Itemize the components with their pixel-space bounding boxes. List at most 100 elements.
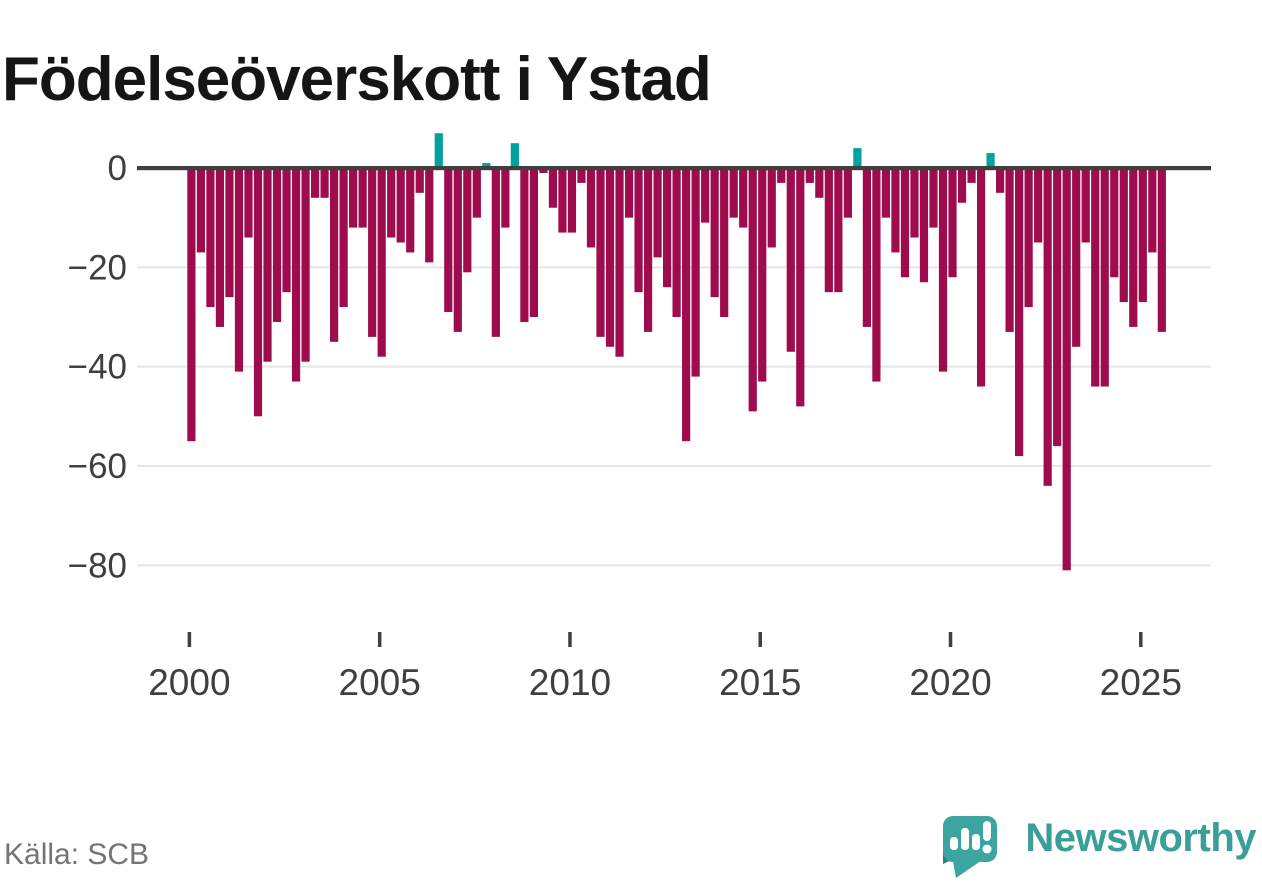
bar <box>653 168 662 258</box>
bar <box>253 168 263 417</box>
bar <box>967 168 976 183</box>
bar <box>834 168 843 293</box>
bar <box>1119 168 1128 303</box>
y-axis-tick-label: 0 <box>108 149 127 188</box>
bar <box>215 168 225 327</box>
bar <box>739 168 748 228</box>
bar <box>1138 168 1147 303</box>
logo-bar-2 <box>961 828 969 850</box>
gridline <box>137 464 1211 467</box>
bar <box>282 168 291 293</box>
bar <box>729 168 738 218</box>
bar <box>548 168 558 208</box>
bar <box>187 168 196 442</box>
y-axis-tick-label: −60 <box>68 447 127 486</box>
newsworthy-brand: Newsworthy <box>938 800 1258 879</box>
bar <box>263 168 272 362</box>
x-axis-tick-label: 2000 <box>148 662 230 703</box>
bar <box>843 168 852 218</box>
bar <box>244 168 253 238</box>
newsworthy-logo-icon <box>943 816 997 878</box>
bar <box>853 148 862 168</box>
bar <box>1053 168 1062 447</box>
bar <box>1110 168 1119 278</box>
bar <box>358 168 367 228</box>
bar <box>976 168 986 387</box>
bar <box>796 168 805 407</box>
bar <box>1081 168 1090 243</box>
bar <box>948 168 957 278</box>
bar <box>291 168 301 382</box>
logo-bar-3 <box>972 834 980 850</box>
y-axis-tick-label: −40 <box>68 348 127 387</box>
bar <box>434 133 443 168</box>
bar <box>862 168 871 327</box>
bar <box>320 168 329 198</box>
bar <box>701 168 710 223</box>
bar <box>1100 168 1109 387</box>
bar <box>1043 168 1052 486</box>
bar <box>529 168 539 317</box>
bar <box>634 168 643 293</box>
bar <box>472 168 481 218</box>
y-axis-tick-label: −20 <box>68 248 127 287</box>
bar <box>272 168 282 322</box>
bar <box>396 168 405 243</box>
bar <box>463 168 472 273</box>
newsworthy-wordmark: Newsworthy <box>1025 816 1256 860</box>
bar <box>196 168 206 253</box>
x-axis-tick <box>377 632 382 647</box>
bar <box>520 168 529 322</box>
bar <box>910 168 919 238</box>
x-axis-tick <box>1139 632 1143 647</box>
bar <box>748 168 757 412</box>
x-axis-tick-label: 2010 <box>529 662 611 703</box>
bar <box>1129 168 1138 327</box>
bar <box>881 168 891 218</box>
bar <box>900 168 910 278</box>
bar <box>577 168 586 183</box>
logo-exclamation-stem <box>983 821 991 841</box>
bar <box>957 168 967 203</box>
zero-axis-line <box>137 166 1211 171</box>
bar <box>330 168 339 342</box>
bar <box>720 168 729 317</box>
bar <box>643 168 653 332</box>
bar <box>872 168 881 382</box>
bar <box>415 168 424 193</box>
bar <box>805 168 814 183</box>
bar <box>767 168 776 248</box>
bar <box>387 168 396 238</box>
bar <box>615 168 624 357</box>
bar <box>929 168 938 228</box>
bar <box>225 168 234 298</box>
bar <box>758 168 767 382</box>
bar <box>206 168 215 308</box>
bar <box>301 168 310 362</box>
x-axis-tick <box>758 632 762 647</box>
x-axis-tick-label: 2015 <box>719 662 801 703</box>
x-axis-tick-label: 2020 <box>909 662 991 703</box>
bar <box>406 168 415 253</box>
logo-bar-1 <box>950 837 958 850</box>
bar <box>586 168 596 248</box>
bar <box>339 168 348 308</box>
bar <box>995 168 1005 193</box>
source-attribution: Källa: SCB <box>4 838 150 871</box>
bar <box>567 168 577 233</box>
y-axis-tick-label: −80 <box>68 546 127 585</box>
bar <box>310 168 320 198</box>
bar <box>1148 168 1157 253</box>
logo-exclamation-dot <box>982 844 992 854</box>
bar <box>605 168 615 347</box>
bar <box>501 168 510 228</box>
bar <box>682 168 691 442</box>
x-axis-tick-label: 2005 <box>339 662 421 703</box>
bar <box>234 168 244 372</box>
bar <box>596 168 605 337</box>
bar <box>444 168 453 313</box>
bar <box>919 168 929 283</box>
bar <box>539 168 548 173</box>
